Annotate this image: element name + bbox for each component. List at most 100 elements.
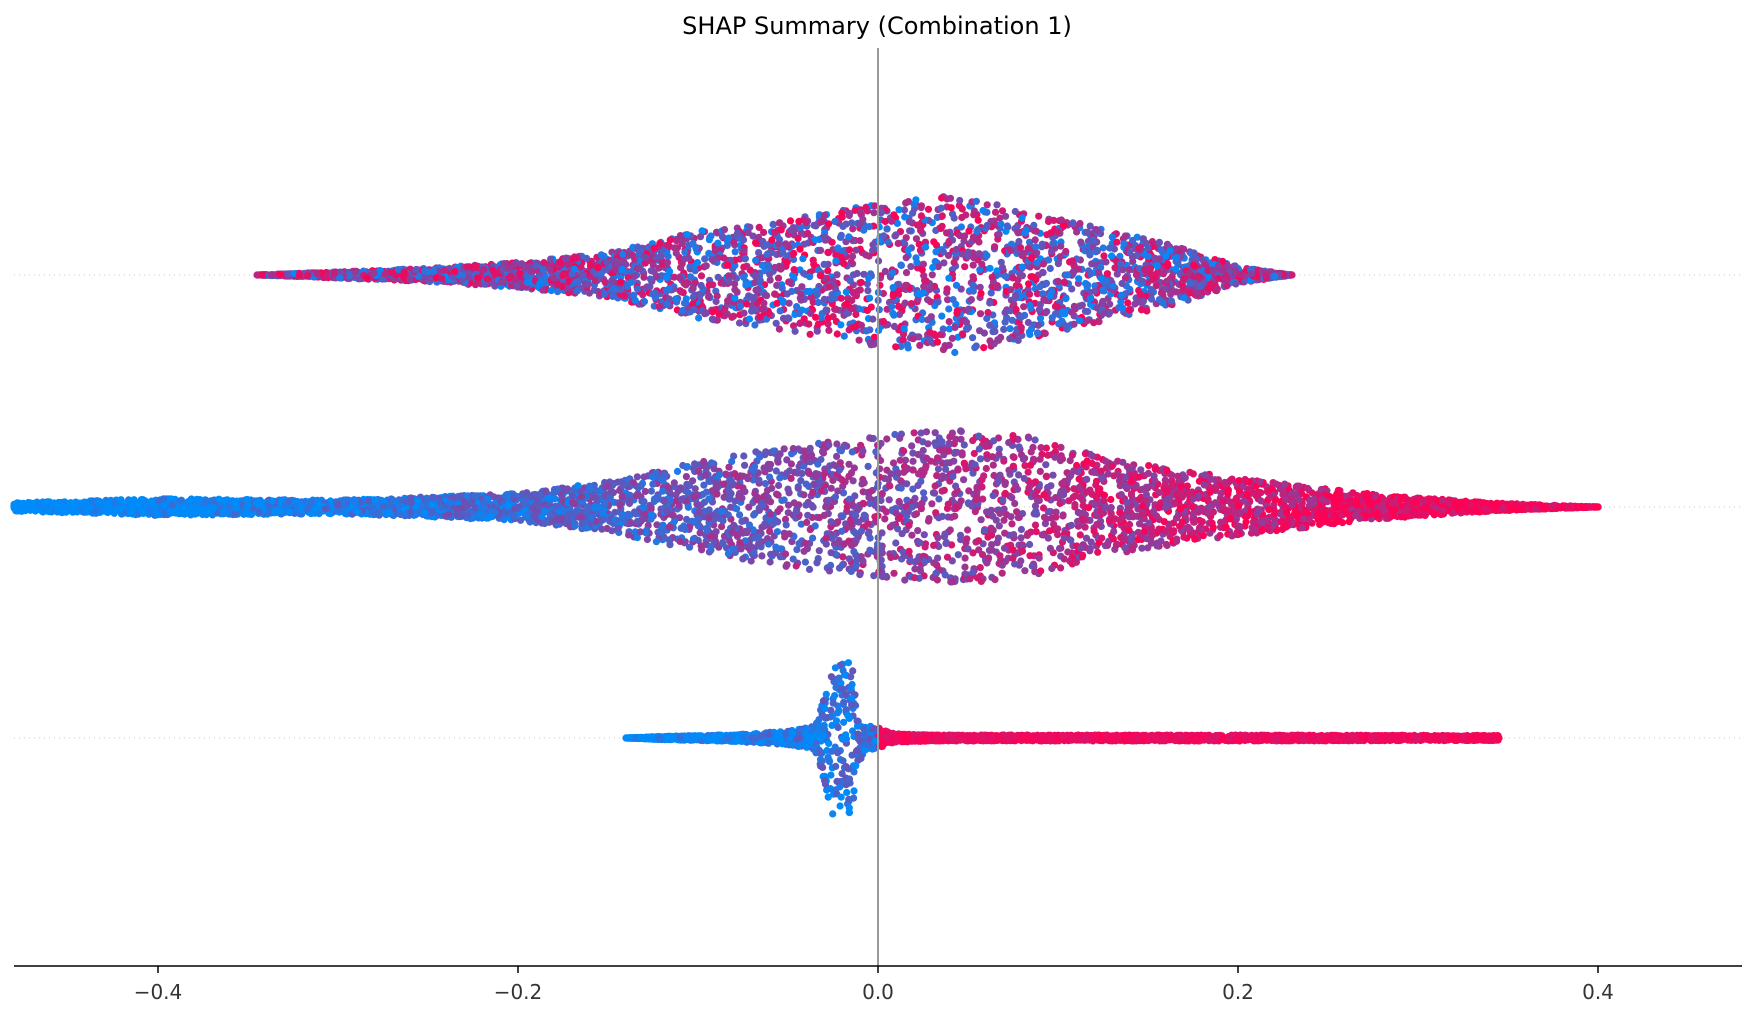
shap-point: [915, 240, 923, 248]
shap-point: [926, 298, 935, 306]
shap-point: [811, 236, 819, 244]
shap-point: [1103, 270, 1111, 278]
shap-point: [825, 326, 833, 334]
shap-point: [950, 214, 958, 222]
shap-point: [842, 288, 850, 296]
shap-point: [798, 283, 806, 291]
shap-point: [1139, 235, 1147, 243]
shap-point: [680, 279, 688, 287]
shap-point: [824, 267, 832, 275]
shap-point: [1031, 236, 1039, 244]
shap-point: [601, 278, 609, 286]
shap-point: [498, 278, 506, 286]
shap-point: [1155, 255, 1163, 263]
shap-point: [924, 205, 933, 213]
shap-point: [758, 552, 766, 560]
shap-point: [842, 310, 851, 318]
shap-point: [676, 273, 684, 281]
shap-point: [1135, 245, 1143, 253]
shap-point: [846, 246, 854, 254]
shap-point: [663, 300, 671, 308]
shap-point: [809, 256, 817, 264]
shap-point: [875, 306, 883, 314]
shap-point: [1077, 238, 1085, 246]
shap-point: [608, 277, 616, 285]
shap-point: [828, 238, 836, 246]
shap-point: [902, 199, 910, 207]
shap-point: [775, 219, 784, 227]
shap-point: [740, 263, 748, 271]
shap-point: [1094, 227, 1102, 235]
shap-point: [680, 299, 689, 307]
shap-point: [619, 250, 627, 258]
shap-point: [639, 291, 647, 299]
shap-point: [935, 495, 943, 503]
shap-point: [1163, 277, 1171, 285]
shap-point: [839, 222, 847, 230]
shap-point: [890, 322, 899, 330]
shap-point: [1027, 254, 1036, 262]
shap-point: [618, 265, 626, 274]
shap-point: [600, 252, 608, 260]
shap-point: [399, 273, 408, 281]
shap-point: [1086, 270, 1094, 278]
shap-point: [786, 278, 794, 286]
shap-point: [640, 297, 649, 306]
shap-point: [1034, 329, 1042, 337]
shap-point: [993, 201, 1001, 209]
shap-point: [1060, 278, 1068, 286]
shap-point: [856, 220, 864, 228]
shap-point: [928, 271, 936, 279]
shap-point: [945, 305, 953, 313]
shap-point: [1014, 336, 1022, 344]
shap-point: [831, 217, 839, 226]
shap-point: [919, 260, 928, 268]
shap-point: [1180, 245, 1188, 253]
shap-point: [510, 260, 518, 269]
shap-point: [1197, 282, 1205, 290]
shap-point: [939, 248, 948, 256]
shap-point: [838, 209, 846, 217]
shap-point: [774, 274, 783, 282]
shap-point: [516, 270, 524, 278]
shap-point: [836, 233, 845, 241]
shap-point: [827, 295, 835, 303]
shap-point: [890, 211, 898, 219]
shap-point: [943, 229, 951, 237]
shap-point: [972, 197, 981, 205]
shap-point: [890, 569, 898, 577]
shap-point: [953, 309, 961, 317]
shap-point: [1026, 290, 1034, 298]
shap-point: [897, 261, 906, 269]
shap-point: [681, 248, 689, 256]
shap-point: [768, 236, 776, 244]
shap-point: [1039, 268, 1047, 276]
shap-point: [961, 263, 969, 271]
shap-point: [1119, 304, 1127, 312]
shap-point: [766, 270, 774, 278]
shap-point: [852, 310, 860, 319]
shap-point: [998, 207, 1007, 215]
shap-point: [304, 271, 312, 280]
shap-point: [857, 278, 865, 287]
shap-point: [513, 282, 521, 290]
shap-point: [438, 274, 446, 282]
shap-point: [701, 255, 709, 263]
shap-point: [1108, 252, 1116, 260]
shap-point: [853, 269, 861, 278]
shap-point: [947, 204, 955, 212]
shap-point: [922, 277, 930, 285]
shap-point: [650, 244, 658, 252]
shap-point: [269, 271, 277, 279]
shap-point: [655, 303, 663, 311]
shap-point: [976, 327, 984, 335]
shap-point: [846, 209, 854, 218]
shap-point: [1214, 262, 1223, 270]
shap-point: [881, 217, 889, 226]
shap-point: [952, 245, 960, 254]
shap-point: [686, 263, 694, 271]
shap-point: [587, 261, 595, 269]
shap-point: [1076, 219, 1084, 228]
shap-point: [642, 253, 650, 262]
shap-point: [1095, 269, 1103, 277]
